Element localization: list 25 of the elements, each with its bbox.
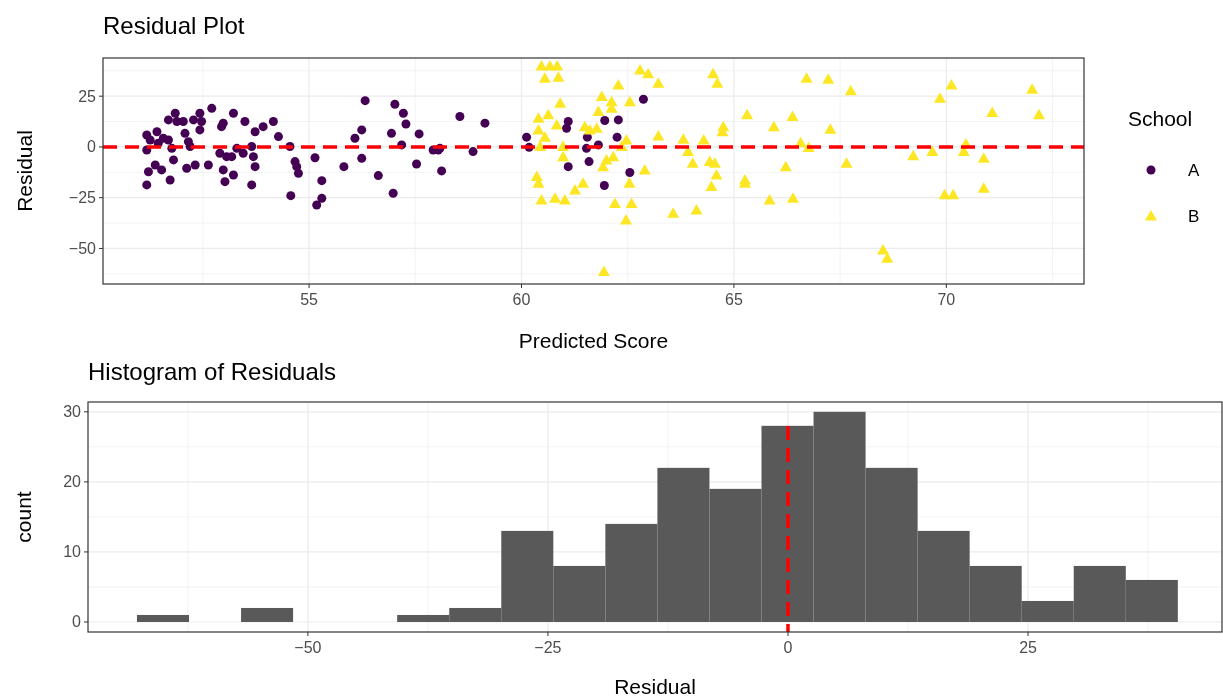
y-tick-label: −50 <box>68 239 97 257</box>
legend-title: School <box>1128 107 1193 130</box>
x-tick-label: 60 <box>512 291 531 308</box>
x-tick-label: −50 <box>294 639 322 656</box>
legend-label: B <box>1188 207 1200 226</box>
x-tick-label: 25 <box>1019 639 1038 656</box>
chart-title: Histogram of Residuals <box>88 358 337 385</box>
y-axis-title: Residual <box>13 130 36 212</box>
y-tick-label: −25 <box>68 189 97 207</box>
y-tick-label: 10 <box>63 543 82 561</box>
x-axis-title: Residual <box>614 675 696 698</box>
x-axis-title: Predicted Score <box>518 329 669 352</box>
y-axis-title: count <box>12 491 35 543</box>
chart-title: Residual Plot <box>103 12 245 39</box>
x-tick-label: 70 <box>937 291 956 308</box>
y-tick-label: 30 <box>63 403 82 421</box>
legend-label: A <box>1188 161 1200 180</box>
y-tick-label: 0 <box>72 613 82 631</box>
y-tick-label: 20 <box>63 473 82 491</box>
x-tick-label: −25 <box>534 639 562 656</box>
y-tick-label: 0 <box>87 138 97 156</box>
x-tick-label: 0 <box>783 639 793 656</box>
x-tick-label: 65 <box>725 291 743 308</box>
x-tick-label: 55 <box>300 291 319 308</box>
y-tick-label: 25 <box>78 87 97 105</box>
